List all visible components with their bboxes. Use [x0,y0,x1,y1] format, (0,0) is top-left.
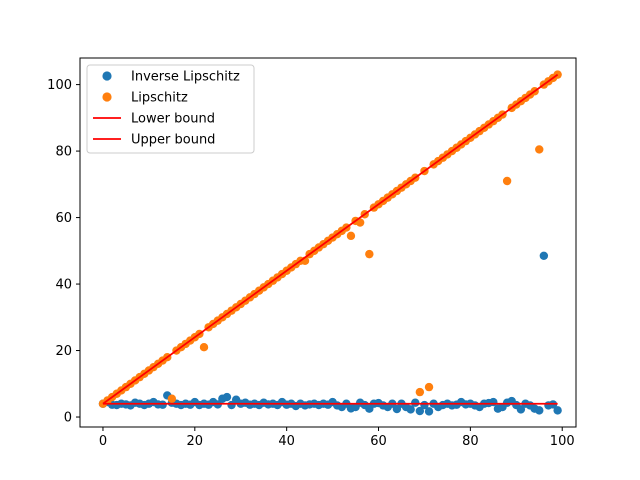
y-tick-label: 20 [55,344,72,359]
data-point [167,394,177,403]
y-tick-label: 0 [64,411,72,426]
data-point [535,145,544,154]
data-point [346,231,356,241]
legend-marker [102,71,112,81]
data-point [502,176,512,186]
plot-area [98,70,562,416]
x-tick-label: 40 [278,434,295,449]
legend-marker [102,92,112,102]
x-tick-label: 80 [462,434,479,449]
legend-label: Lower bound [131,112,215,127]
x-tick-label: 100 [550,434,575,449]
data-point [516,405,526,414]
data-point [365,249,374,259]
legend-label: Upper bound [131,133,215,148]
axes-frame [79,57,577,428]
data-point [158,400,167,409]
data-point [415,387,425,397]
legend-label: Lipschitz [131,91,188,106]
x-tick-label: 60 [370,434,387,449]
series-line-upper-bound [102,73,559,405]
y-tick-label: 60 [55,211,72,226]
legend-label: Inverse Lipschitz [131,70,240,85]
y-tick-label: 40 [55,278,72,293]
data-point [539,251,549,260]
data-point [406,405,415,414]
data-point [411,398,420,407]
series-lines [102,73,559,405]
data-point [415,406,425,416]
y-axis-ticks: 0 20 40 60 80 100 [47,78,80,426]
x-axis-ticks: 0 20 40 60 80 100 [99,427,575,449]
data-point [424,407,434,416]
data-point [535,406,544,415]
data-point [553,406,562,415]
legend: Inverse Lipschitz Lipschitz Lower bound Upp… [86,64,255,154]
y-tick-label: 80 [55,145,72,160]
x-tick-label: 0 [99,434,107,449]
data-point [355,218,365,227]
y-tick-label: 100 [47,78,72,93]
data-point [222,392,232,402]
data-point [199,343,209,352]
x-tick-label: 20 [187,434,204,449]
legend-box [86,64,255,154]
data-point [424,382,434,392]
